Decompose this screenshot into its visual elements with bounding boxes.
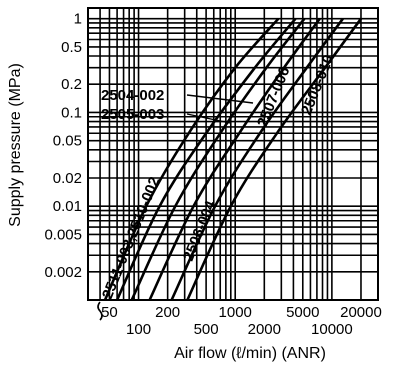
- y-tick-label: 0.1: [61, 104, 82, 121]
- curve-label: 2505-003: [101, 106, 164, 123]
- y-tick-labels: 0.002 0.005 0.01 0.02 0.05 0.1 0.2 0.5 1: [44, 11, 82, 281]
- x-tick-label: 1000: [219, 304, 252, 321]
- y-tick-label: 0.005: [44, 226, 82, 243]
- curve-2505-003: [130, 17, 306, 301]
- y-tick-label: 0.002: [44, 264, 82, 281]
- y-axis-label: Supply pressure (MPa): [7, 63, 24, 227]
- y-tick-label: 0.5: [61, 39, 82, 56]
- curves: [103, 17, 363, 301]
- curve-2507-006: [170, 17, 344, 301]
- axis-break: [97, 301, 103, 321]
- grid: [88, 8, 378, 300]
- leader-line-2505-003: [186, 113, 231, 124]
- x-tick-label: 20000: [340, 304, 382, 321]
- x-tick-label: 100: [126, 321, 151, 338]
- leader-line-2504-002: [186, 94, 254, 104]
- curve-label: 2511-003,2510-002: [99, 174, 164, 301]
- y-tick-label: 1: [74, 11, 82, 28]
- curve-2508-010: [186, 17, 363, 301]
- x-tick-label: 2000: [248, 321, 281, 338]
- y-tick-label: 0.05: [53, 133, 82, 150]
- x-axis-label: Air flow (ℓ/min) (ANR): [174, 345, 326, 362]
- curve-2511-003,2510-002: [103, 17, 280, 301]
- x-tick-label: 500: [194, 321, 219, 338]
- curve-2504-002: [115, 17, 297, 301]
- y-tick-label: 0.01: [53, 198, 82, 215]
- curve-label: 2504-002: [101, 87, 164, 104]
- x-tick-label: 200: [155, 304, 180, 321]
- curve-2506-004: [148, 17, 321, 301]
- x-tick-label: 5000: [286, 304, 319, 321]
- x-tick-label: 50: [101, 304, 118, 321]
- x-tick-label: 10000: [311, 321, 353, 338]
- plot-frame: [87, 7, 379, 301]
- y-tick-label: 0.02: [53, 170, 82, 187]
- y-tick-label: 0.2: [61, 76, 82, 93]
